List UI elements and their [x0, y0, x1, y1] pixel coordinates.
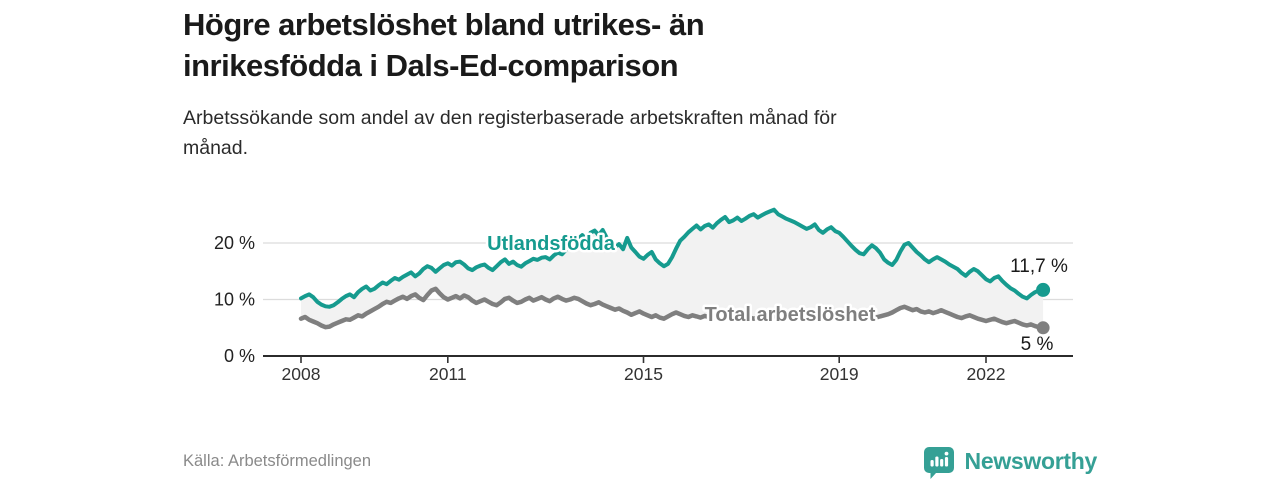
- series-label-total-arbetsloshet: Total arbetslöshet: [705, 304, 876, 326]
- x-axis-tick-labels: 2008 2011 2015 2019 2022: [282, 364, 1006, 384]
- between-series-band: [301, 209, 1044, 328]
- title-line-1: Högre arbetslöshet bland utrikes- än: [183, 7, 705, 42]
- page-title: Högre arbetslöshet bland utrikes- än inr…: [183, 4, 1143, 86]
- series-line-total-arbetsloshet: [298, 286, 1046, 331]
- x-tick-label-2022: 2022: [967, 364, 1006, 384]
- source-attribution: Källa: Arbetsförmedlingen: [183, 452, 372, 470]
- end-value-label-utlandsfodda: 11,7 %: [1010, 256, 1068, 277]
- x-tick-label-2019: 2019: [820, 364, 859, 384]
- series-line-utlandsfodda: [299, 207, 1046, 309]
- chart-subtitle: Arbetssökande som andel av den registerb…: [183, 103, 1083, 163]
- title-line-2: inrikesfödda i Dals-Ed-comparison: [183, 48, 679, 83]
- x-tick-label-2015: 2015: [624, 364, 663, 384]
- newsworthy-brand: Newsworthy: [922, 445, 1097, 479]
- y-tick-label-10: 10 %: [214, 290, 255, 310]
- end-dot-utlandsfodda: [1036, 282, 1051, 297]
- x-tick-label-2011: 2011: [429, 364, 467, 384]
- end-value-label-total: 5 %: [1021, 334, 1054, 355]
- line-chart: 0 % 10 % 20 % 2008 2011 2015 2019 2022 Utlan…: [183, 190, 1100, 405]
- end-dot-total: [1036, 321, 1050, 335]
- series-label-utlandsfodda: Utlandsfödda: [487, 233, 616, 255]
- newsworthy-logo-icon: [923, 446, 954, 479]
- subtitle-line-2: månad.: [183, 137, 249, 159]
- newsworthy-wordmark: Newsworthy: [964, 448, 1098, 474]
- y-tick-label-20: 20 %: [214, 233, 255, 253]
- x-tick-label-2008: 2008: [282, 364, 321, 384]
- line-chart-svg: 0 % 10 % 20 % 2008 2011 2015 2019 2022 Utlan…: [214, 207, 1073, 384]
- series-end-dots: [1036, 282, 1051, 335]
- subtitle-line-1: Arbetssökande som andel av den registerb…: [183, 107, 837, 129]
- x-axis-tick-marks: [300, 356, 987, 363]
- y-tick-label-0: 0 %: [224, 346, 255, 366]
- footer: Källa: Arbetsförmedlingen Newsworthy: [183, 443, 1097, 480]
